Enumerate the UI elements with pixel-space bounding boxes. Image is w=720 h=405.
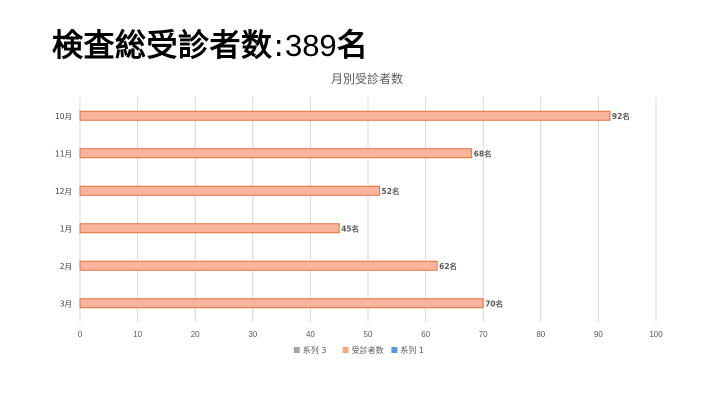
- headline: 検査総受診者数 : 389 名: [52, 20, 368, 64]
- headline-unit: 名: [336, 28, 368, 64]
- chart-bars: [79, 110, 611, 309]
- bar-12月: [79, 185, 381, 196]
- legend-swatch-0: [293, 347, 300, 353]
- legend-label-2: 系列 1: [400, 345, 424, 355]
- x-tick-label-0: 0: [78, 330, 83, 339]
- headline-label: 検査総受診者数: [52, 28, 273, 64]
- chart-legend: 系列 3 受診者数 系列 1: [293, 345, 424, 355]
- bar-2月: [79, 260, 438, 271]
- x-tick-label-50: 50: [364, 330, 373, 339]
- legend-swatch-2: [391, 347, 398, 353]
- data-label-10月: 92名: [612, 111, 630, 121]
- data-label-11月: 68名: [474, 148, 492, 158]
- x-tick-label-10: 10: [133, 330, 142, 339]
- x-tick-label-20: 20: [191, 330, 200, 339]
- category-label-11月: 11月: [55, 149, 72, 158]
- headline-separator: :: [273, 28, 284, 64]
- bar-11月: [79, 148, 473, 159]
- legend-label-1: 受診者数: [352, 345, 384, 355]
- legend-label-0: 系列 3: [303, 345, 327, 355]
- chart-data-labels: 92名 68名 52名 45名 62名 70名: [341, 111, 630, 309]
- x-tick-label-100: 100: [649, 330, 663, 339]
- x-tick-label-40: 40: [306, 330, 315, 339]
- x-tick-label-80: 80: [536, 330, 545, 339]
- category-label-1月: 1月: [60, 224, 72, 233]
- category-label-3月: 3月: [60, 299, 72, 308]
- x-tick-label-70: 70: [479, 330, 488, 339]
- legend-swatch-1: [342, 347, 349, 353]
- data-label-1月: 45名: [341, 223, 359, 233]
- chart-x-axis-ticks: 0 10 20 30 40 50 60 70 80 90 100: [78, 330, 663, 339]
- bar-3月: [79, 298, 484, 309]
- bar-10月: [79, 110, 611, 121]
- data-label-12月: 52名: [382, 186, 400, 196]
- category-label-10月: 10月: [55, 112, 72, 121]
- category-label-2月: 2月: [60, 262, 72, 271]
- x-tick-label-90: 90: [594, 330, 603, 339]
- x-tick-label-30: 30: [248, 330, 257, 339]
- data-label-3月: 70名: [485, 298, 503, 308]
- data-label-2月: 62名: [439, 261, 457, 271]
- headline-total: 389: [284, 28, 337, 63]
- chart-category-labels: 10月 11月 12月 1月 2月 3月: [55, 112, 72, 309]
- category-label-12月: 12月: [55, 187, 72, 196]
- x-tick-label-60: 60: [421, 330, 430, 339]
- bar-1月: [79, 223, 340, 234]
- chart-title: 月別受診者数: [331, 71, 403, 86]
- chart-gridlines: [79, 97, 657, 322]
